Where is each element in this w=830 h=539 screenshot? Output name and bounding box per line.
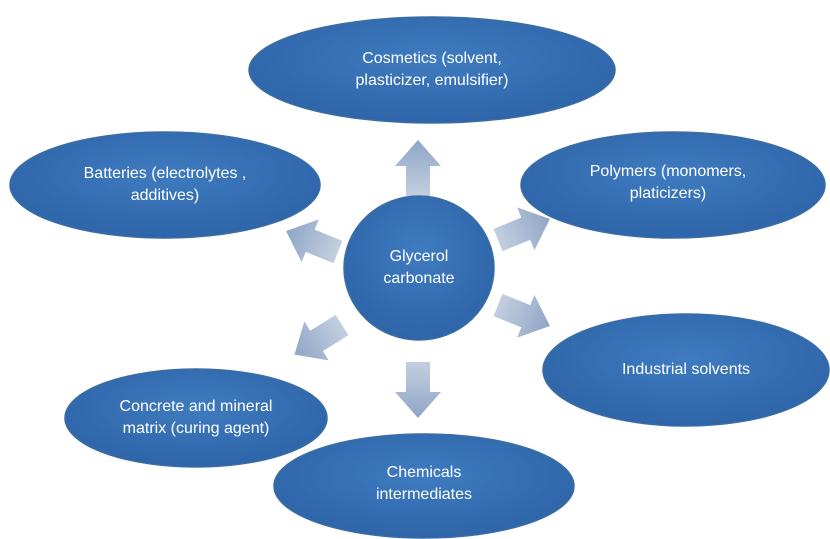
node-shape (273, 433, 575, 539)
node-label: Chemicals (387, 464, 462, 481)
node: Batteries (electrolytes , additives) (9, 131, 321, 239)
node-shape (248, 16, 616, 124)
center-shape (343, 195, 495, 341)
arrow (395, 362, 441, 418)
node-label: additives) (131, 187, 199, 204)
center-label: Glycerol (390, 248, 449, 265)
center-label: carbonate (383, 270, 454, 287)
node-shape (520, 131, 826, 239)
node-label: intermediates (376, 486, 472, 503)
node: Industrial solvents (542, 313, 830, 427)
node-shape (64, 368, 328, 468)
node-label: plasticizer, emulsifier) (356, 72, 509, 89)
node-label: Concrete and mineral (120, 398, 273, 415)
arrow (395, 140, 441, 196)
arrow (286, 219, 343, 264)
arrows (286, 140, 550, 418)
node-label: platicizers) (630, 185, 706, 202)
center-node: Glycerol carbonate (343, 195, 495, 341)
node: Concrete and mineral matrix (curing agen… (64, 368, 328, 468)
node-label: Polymers (monomers, (590, 163, 746, 180)
node-label: matrix (curing agent) (123, 420, 270, 437)
node-label: Cosmetics (solvent, (362, 50, 502, 67)
node-label: Batteries (electrolytes , (84, 165, 247, 182)
arrow (493, 207, 550, 252)
node: Cosmetics (solvent, plasticizer, emulsif… (248, 16, 616, 124)
node: Polymers (monomers, platicizers) (520, 131, 826, 239)
node-shape (542, 313, 830, 427)
node: Chemicals intermediates (273, 433, 575, 539)
node-shape (9, 131, 321, 239)
arrow (493, 293, 550, 338)
arrow (294, 314, 349, 361)
node-label: Industrial solvents (622, 361, 750, 378)
